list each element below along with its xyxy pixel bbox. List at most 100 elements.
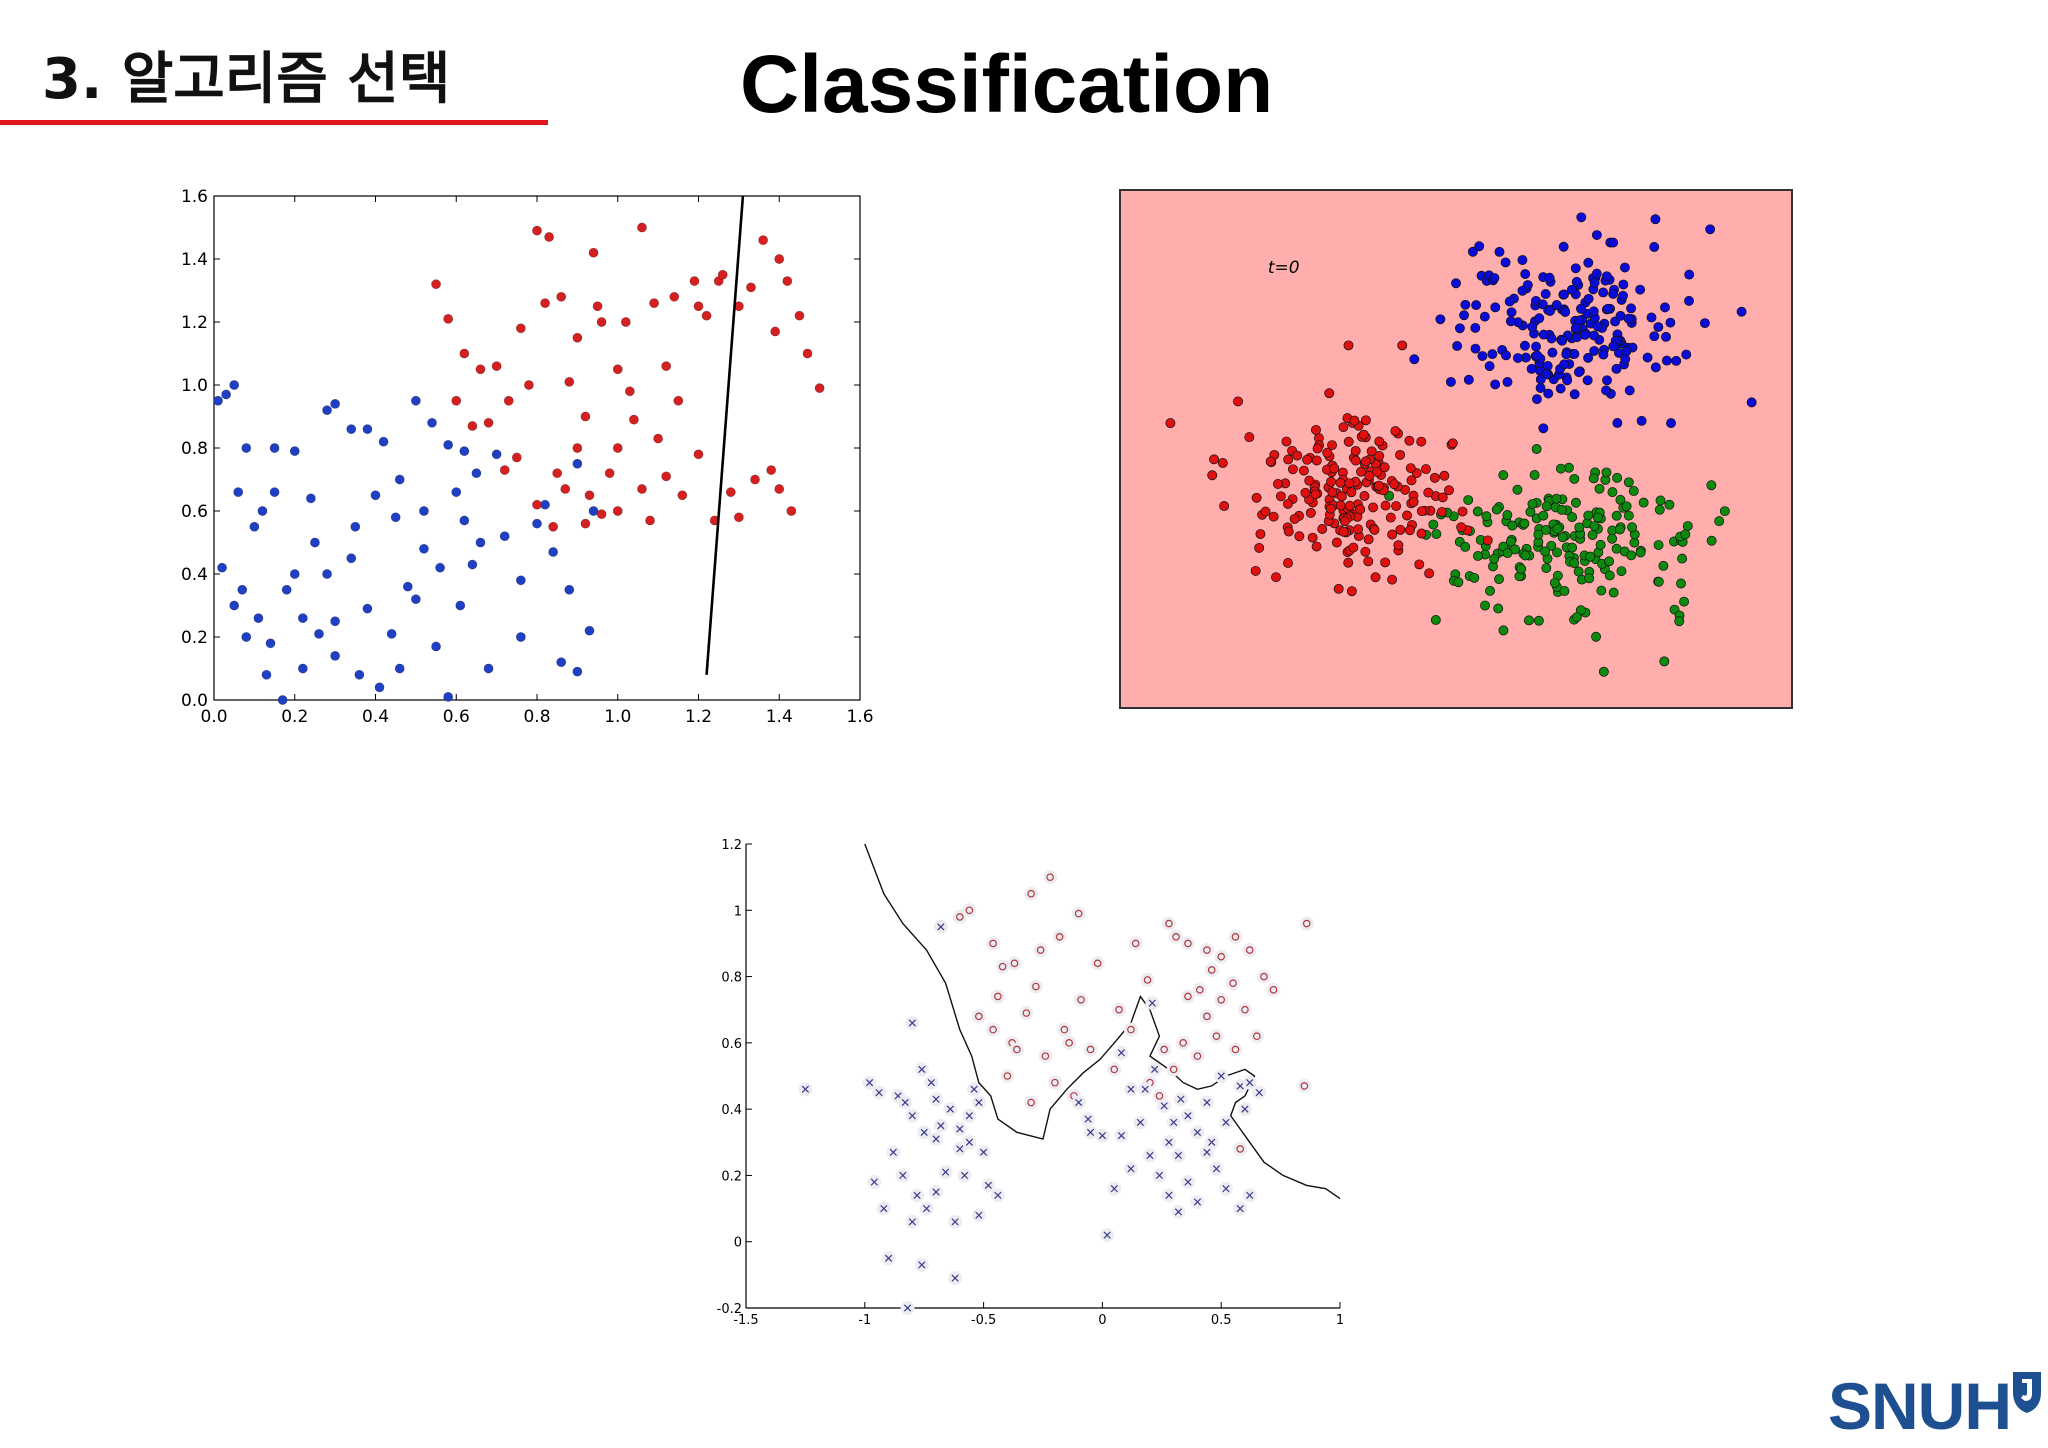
cross-class-point bbox=[922, 1204, 931, 1213]
red-cluster-point bbox=[1416, 506, 1427, 517]
point-halo bbox=[1028, 979, 1043, 994]
green-cluster-point bbox=[1567, 512, 1578, 523]
red-class-point bbox=[459, 348, 470, 359]
cross-class-point bbox=[1155, 1171, 1164, 1180]
point-halo bbox=[1299, 916, 1314, 931]
blue-class-point bbox=[269, 487, 280, 497]
red-cluster-point bbox=[1456, 522, 1467, 533]
blue-cluster-point bbox=[1650, 362, 1661, 373]
red-cluster-point bbox=[1364, 470, 1375, 481]
red-cluster-point bbox=[1405, 525, 1415, 536]
red-cluster-point bbox=[1385, 512, 1396, 523]
red-cluster-point bbox=[1408, 496, 1419, 507]
cross-class-point bbox=[1236, 1204, 1244, 1213]
red-class-point bbox=[483, 417, 494, 428]
green-cluster-point bbox=[1614, 524, 1625, 535]
cross-class-point bbox=[870, 1178, 878, 1186]
red-cluster-point bbox=[1406, 475, 1417, 486]
circle-class-point bbox=[1300, 1082, 1309, 1090]
circle-class-point bbox=[1093, 959, 1102, 968]
blue-class-point bbox=[491, 449, 502, 460]
blue-class-point bbox=[217, 562, 227, 573]
cross-class-point bbox=[956, 1125, 964, 1133]
cross-class-point bbox=[1212, 1165, 1221, 1173]
green-cluster-point bbox=[1682, 521, 1693, 531]
red-class-point bbox=[524, 380, 534, 390]
red-cluster-point bbox=[1387, 574, 1398, 585]
green-cluster-point bbox=[1538, 510, 1549, 521]
blue-class-point bbox=[532, 518, 542, 529]
blue-class-point bbox=[269, 443, 280, 453]
green-cluster-point bbox=[1654, 504, 1665, 515]
point-halo bbox=[986, 1022, 1001, 1037]
blue-cluster-point bbox=[1538, 329, 1549, 340]
blue-cluster-point bbox=[1531, 394, 1542, 405]
snuh-emblem-icon bbox=[2013, 1372, 2041, 1413]
blue-cluster-point bbox=[1570, 323, 1581, 334]
cross-class-point bbox=[1127, 1165, 1135, 1173]
plot-background bbox=[1119, 189, 1793, 709]
circle-class-point bbox=[1260, 972, 1268, 981]
red-class-point bbox=[552, 468, 563, 479]
blue-cluster-point bbox=[1660, 302, 1670, 313]
red-cluster-point bbox=[1404, 435, 1415, 446]
blue-class-point bbox=[419, 506, 429, 516]
circle-class-point bbox=[1143, 976, 1152, 984]
red-cluster-point bbox=[1265, 456, 1276, 467]
circle-class-point bbox=[1196, 986, 1204, 994]
nonlinear-boundary-chart: -1.5 -1 -0.5 0 0.5 1 -0.2 0 0.2 0.4 0.6 0.8 1 1.2 bbox=[717, 838, 1345, 1328]
point-halo bbox=[1024, 886, 1039, 901]
green-cluster-point bbox=[1491, 504, 1502, 515]
red-cluster-point bbox=[1287, 464, 1298, 475]
blue-class-point bbox=[229, 600, 240, 611]
point-halo bbox=[1128, 936, 1143, 951]
red-class-point bbox=[499, 465, 510, 475]
red-cluster-point bbox=[1292, 450, 1303, 461]
blue-cluster-point bbox=[1459, 310, 1470, 321]
y-tick-label: 0.0 bbox=[181, 691, 208, 711]
red-class-point bbox=[661, 471, 672, 482]
red-cluster-point bbox=[1416, 528, 1427, 539]
red-cluster-point bbox=[1339, 516, 1350, 527]
cross-class-point bbox=[1148, 999, 1156, 1007]
blue-cluster-point bbox=[1547, 347, 1558, 358]
cross-class-point bbox=[901, 1098, 909, 1107]
y-tick-label: 0.4 bbox=[721, 1103, 742, 1118]
red-cluster-point bbox=[1346, 586, 1357, 597]
red-class-point bbox=[774, 254, 785, 264]
red-cluster-point bbox=[1447, 438, 1458, 449]
green-cluster-point bbox=[1480, 600, 1490, 611]
green-cluster-point bbox=[1627, 522, 1638, 533]
blue-cluster-point bbox=[1470, 322, 1481, 333]
blue-class-point bbox=[471, 468, 482, 479]
cross-class-point bbox=[918, 1261, 926, 1269]
point-halo bbox=[1024, 1095, 1039, 1110]
red-cluster-point bbox=[1327, 487, 1338, 498]
green-cluster-point bbox=[1463, 495, 1474, 506]
blue-class-point bbox=[249, 521, 260, 532]
blue-cluster-point bbox=[1562, 375, 1573, 386]
blue-cluster-point bbox=[1532, 350, 1543, 361]
blue-cluster-point bbox=[1534, 313, 1545, 324]
blue-class-point bbox=[394, 663, 405, 674]
red-class-point bbox=[572, 443, 583, 453]
clustering-chart: t=0 bbox=[1119, 189, 1793, 709]
green-cluster-point bbox=[1608, 587, 1619, 598]
circle-class-point bbox=[998, 962, 1007, 971]
point-halo bbox=[1140, 972, 1155, 987]
red-class-point bbox=[758, 235, 768, 245]
blue-cluster-point bbox=[1684, 269, 1695, 280]
red-class-point bbox=[733, 512, 744, 523]
blue-cluster-point bbox=[1636, 415, 1647, 426]
cross-class-point bbox=[932, 1095, 940, 1103]
blue-cluster-point bbox=[1561, 349, 1572, 360]
red-class-point bbox=[612, 364, 623, 375]
blue-class-point bbox=[402, 581, 413, 592]
green-cluster-point bbox=[1541, 501, 1552, 512]
green-cluster-point bbox=[1569, 473, 1580, 484]
blue-cluster-point bbox=[1546, 333, 1557, 344]
green-cluster-point bbox=[1489, 553, 1500, 564]
green-cluster-point bbox=[1676, 578, 1686, 589]
blue-class-point bbox=[289, 446, 300, 457]
point-halo bbox=[1192, 982, 1207, 997]
